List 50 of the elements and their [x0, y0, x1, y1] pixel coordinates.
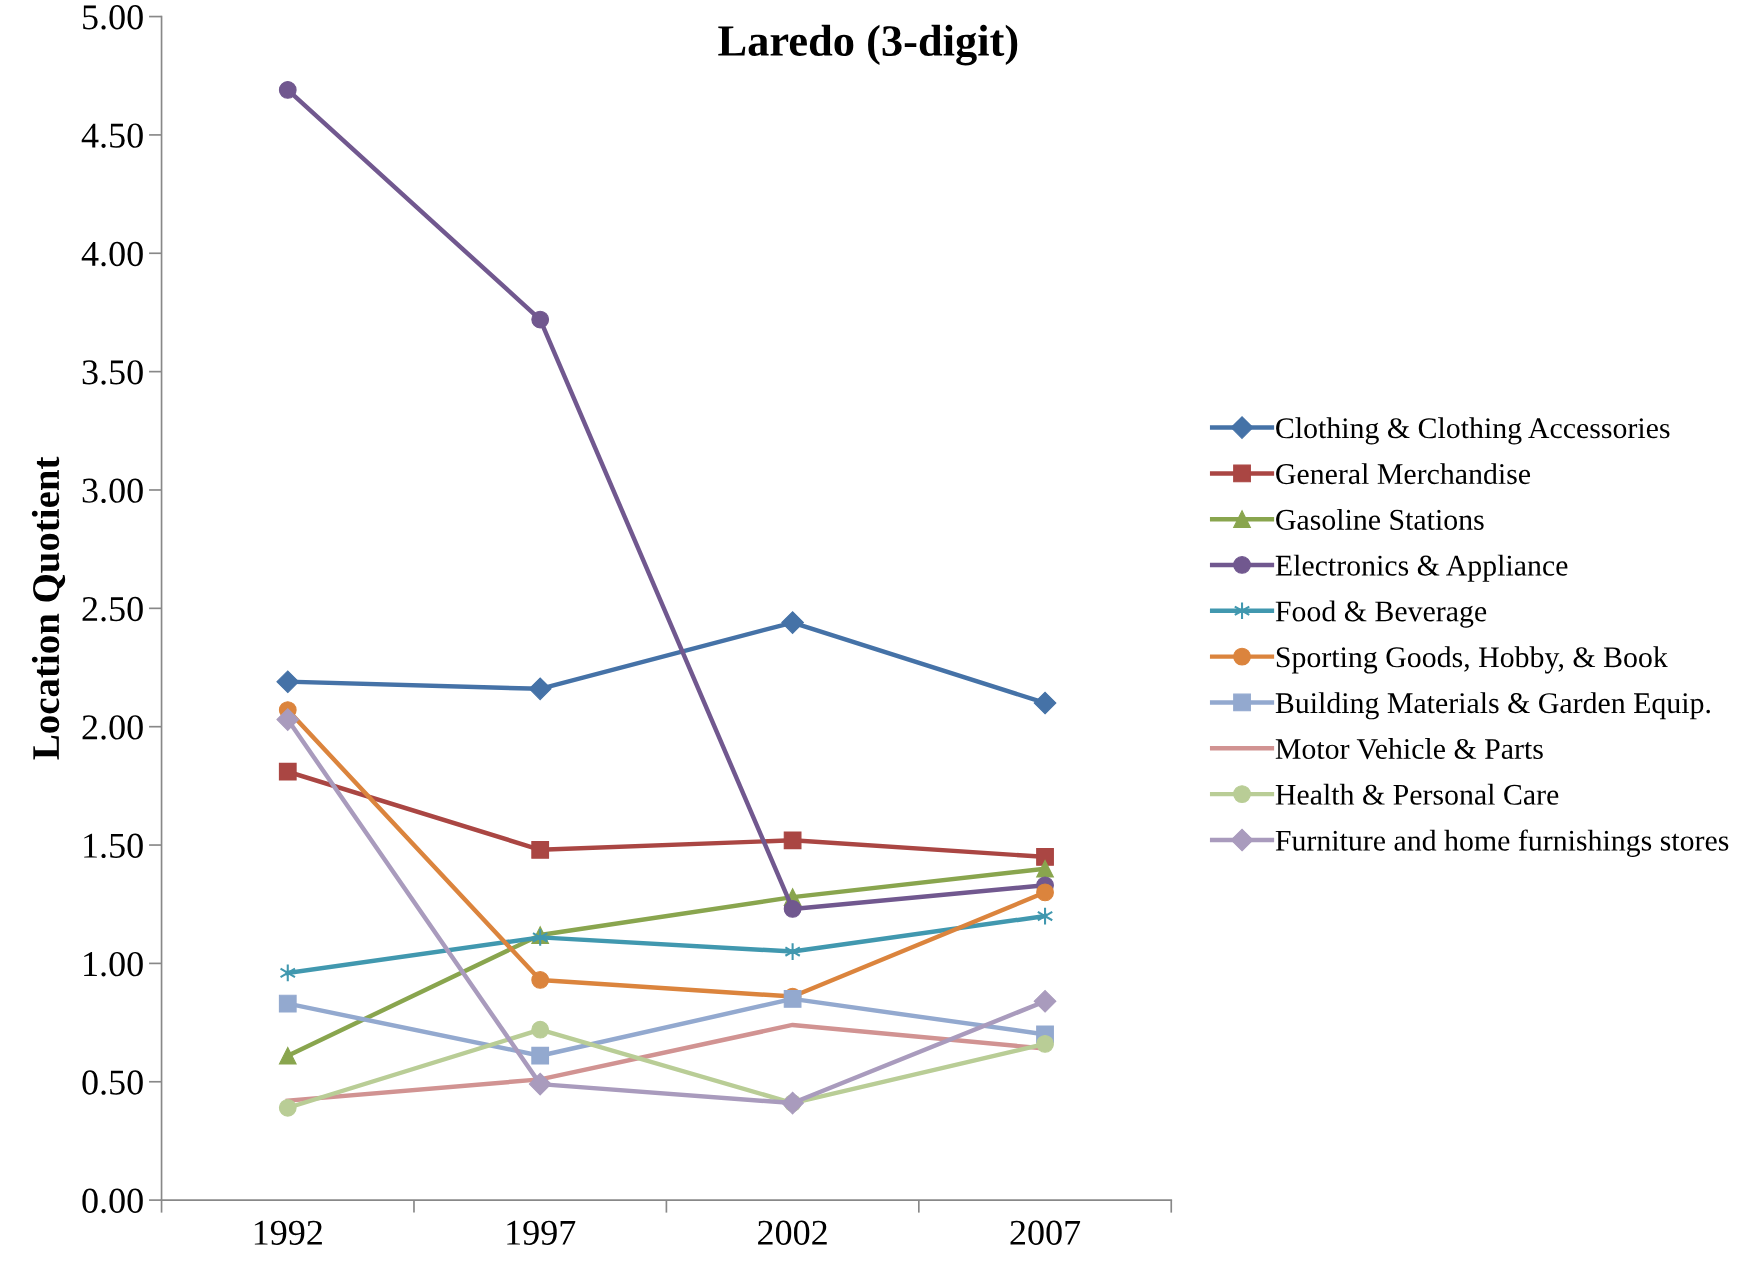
- legend-label: Motor Vehicle & Parts: [1275, 738, 1543, 760]
- y-tick-label: 2.50: [82, 596, 143, 622]
- y-tick-label: 2.00: [82, 715, 143, 740]
- y-tick-label: 4.50: [81, 123, 143, 148]
- point: [1036, 847, 1054, 866]
- point: [1036, 1034, 1054, 1053]
- point: [528, 677, 552, 701]
- point: [531, 1020, 550, 1039]
- y-tick-label: 1.50: [84, 833, 143, 859]
- y-tick-label: 1.00: [84, 951, 143, 977]
- point: [276, 708, 300, 731]
- legend-label: Furniture and home furnishings stores: [1275, 829, 1729, 857]
- point: [1033, 691, 1057, 715]
- legend-label: Electronics & Appliance: [1275, 554, 1568, 582]
- legend-label: Gasoline Stations: [1276, 508, 1484, 530]
- legend-label: Clothing & Clothing Accessories: [1276, 417, 1670, 445]
- legend-label: Sporting Goods, Hobby, & Book: [1276, 646, 1668, 674]
- y-tick-label: 3.50: [82, 360, 143, 385]
- point: [783, 900, 802, 918]
- point: [783, 831, 802, 850]
- point: [531, 971, 550, 989]
- y-tick-label: 3.00: [82, 478, 143, 504]
- x-tick-label: 2007: [1010, 1220, 1081, 1245]
- point: [531, 1046, 550, 1065]
- point: [276, 670, 300, 694]
- point: [781, 611, 804, 634]
- x-tick-label: 1992: [254, 1220, 322, 1245]
- point: [1033, 989, 1057, 1013]
- point: [278, 762, 297, 781]
- y-tick-label: 0.50: [82, 1070, 143, 1095]
- point: [278, 1098, 297, 1117]
- chart-title: Laredo (3-digit): [718, 24, 1018, 66]
- y-tick-label: 4.00: [81, 241, 143, 267]
- legend-label: Food & Beverage: [1275, 600, 1487, 628]
- point: [278, 81, 297, 99]
- x-tick-label: 2002: [758, 1220, 827, 1245]
- point: [278, 1046, 297, 1065]
- point: [531, 840, 550, 859]
- point: [528, 1072, 552, 1096]
- point: [531, 310, 550, 329]
- legend-label: Health & Personal Care: [1275, 783, 1559, 805]
- y-tick-label: 5.00: [83, 5, 143, 30]
- point: [1036, 883, 1054, 902]
- legend-label: General Merchandise: [1276, 463, 1531, 485]
- point: [278, 994, 297, 1013]
- point: [1036, 859, 1054, 878]
- legend-label: Building Materials & Garden Equip.: [1275, 692, 1710, 720]
- x-tick-label: 1997: [507, 1220, 576, 1245]
- y-axis-title: Location Quotient: [31, 456, 66, 760]
- y-tick-label: 0.00: [82, 1188, 143, 1214]
